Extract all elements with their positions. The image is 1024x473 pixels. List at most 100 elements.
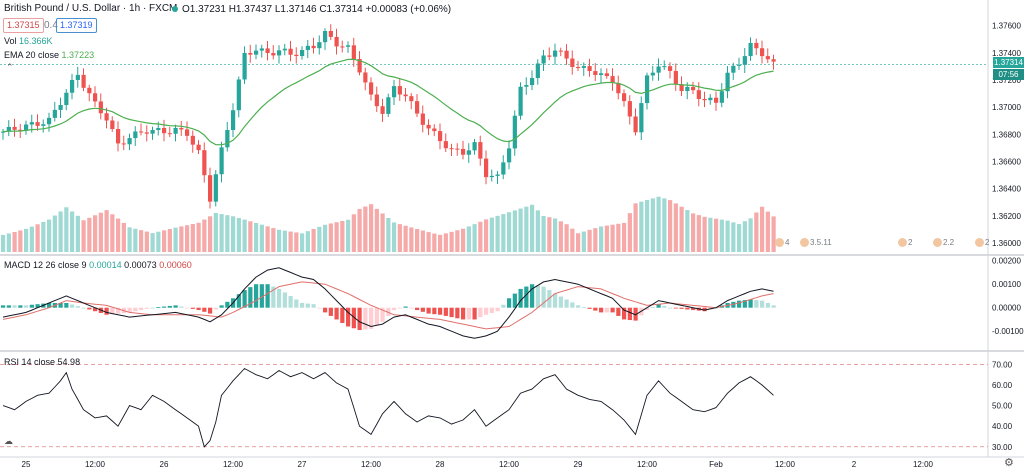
macd-histogram-bar bbox=[351, 307, 356, 329]
volume-bar bbox=[748, 218, 753, 252]
volume-bar bbox=[691, 213, 696, 252]
candle-body bbox=[351, 45, 356, 59]
ema-line bbox=[2, 58, 774, 146]
macd-histogram-bar bbox=[29, 304, 34, 308]
cloud-icon[interactable]: ☁ bbox=[4, 436, 13, 446]
candle-body bbox=[685, 86, 690, 92]
macd-histogram-bar bbox=[190, 307, 195, 309]
event-marker[interactable]: 2 bbox=[898, 238, 912, 248]
macd-histogram-bar bbox=[622, 307, 627, 320]
macd-histogram-bar bbox=[426, 307, 431, 314]
candle-body bbox=[530, 78, 535, 86]
candle-body bbox=[185, 129, 190, 136]
macd-histogram-bar bbox=[754, 300, 759, 308]
volume-bar bbox=[443, 233, 448, 252]
volume-bar bbox=[121, 222, 126, 252]
volume-bar bbox=[369, 204, 374, 252]
ask-price[interactable]: 1.37319 bbox=[56, 18, 97, 33]
volume-bar bbox=[576, 233, 581, 252]
candle-body bbox=[156, 127, 161, 130]
symbol-title[interactable]: British Pound / U.S. Dollar · 1h · FXCM bbox=[4, 3, 178, 14]
macd-histogram-bar bbox=[599, 307, 604, 313]
candle-body bbox=[248, 52, 253, 55]
macd-histogram-bar bbox=[259, 284, 264, 308]
candle-body bbox=[725, 72, 730, 92]
volume-bar bbox=[282, 230, 287, 252]
candle-body bbox=[282, 48, 287, 51]
macd-histogram-bar bbox=[196, 307, 201, 311]
volume-bar bbox=[18, 230, 23, 252]
macd-label[interactable]: MACD 12 26 close 9 bbox=[4, 260, 87, 270]
volume-bar bbox=[518, 208, 523, 252]
bid-price[interactable]: 1.37315 bbox=[3, 18, 44, 33]
volume-bar bbox=[392, 222, 397, 252]
volume-bar bbox=[185, 225, 190, 252]
volume-label[interactable]: Vol bbox=[4, 36, 17, 46]
macd-histogram-bar bbox=[357, 307, 362, 331]
rsi-label[interactable]: RSI 14 close bbox=[4, 357, 56, 367]
macd-histogram-bar bbox=[64, 303, 69, 308]
volume-bar bbox=[162, 230, 167, 252]
collapse-indicators-icon[interactable]: ⌃ bbox=[6, 62, 14, 72]
volume-bar bbox=[334, 222, 339, 252]
macd-histogram-bar bbox=[581, 307, 586, 308]
candle-body bbox=[127, 138, 132, 145]
candle-body bbox=[547, 55, 552, 57]
ema-label[interactable]: EMA 20 close bbox=[4, 50, 60, 60]
macd-signal-value: 0.00060 bbox=[159, 260, 192, 270]
candle-body bbox=[98, 101, 103, 114]
macd-histogram-bar bbox=[553, 293, 558, 308]
event-marker[interactable]: 2 bbox=[975, 238, 989, 248]
price-axis-label: 1.36800 bbox=[992, 130, 1021, 139]
volume-bar bbox=[731, 222, 736, 252]
time-axis-label: 29 bbox=[574, 460, 583, 469]
macd-histogram-bar bbox=[478, 307, 483, 318]
macd-histogram-bar bbox=[489, 307, 494, 313]
macd-histogram-bar bbox=[334, 307, 339, 320]
volume-bar bbox=[478, 221, 483, 252]
volume-bar bbox=[242, 219, 247, 252]
candle-body bbox=[737, 64, 742, 66]
event-marker[interactable]: 3.5.11 bbox=[800, 238, 832, 248]
candle-body bbox=[386, 97, 391, 114]
volume-bar bbox=[507, 212, 512, 252]
macd-axis-label: -0.00100 bbox=[992, 327, 1024, 336]
macd-histogram-bar bbox=[731, 301, 736, 308]
settings-gear-icon[interactable]: ⚙ bbox=[1004, 457, 1014, 469]
macd-histogram-bar bbox=[616, 307, 621, 316]
volume-bar bbox=[219, 214, 224, 252]
macd-histogram-bar bbox=[340, 307, 345, 323]
candle-body bbox=[650, 72, 655, 76]
price-axis-label: 1.37000 bbox=[992, 103, 1021, 112]
volume-bar bbox=[144, 231, 149, 252]
candle-body bbox=[47, 117, 52, 125]
candle-body bbox=[380, 106, 385, 114]
event-marker[interactable]: 2.2 bbox=[933, 238, 954, 248]
macd-histogram-bar bbox=[673, 307, 678, 309]
candle-body bbox=[357, 58, 362, 73]
macd-histogram-bar bbox=[173, 305, 178, 308]
macd-histogram-bar bbox=[93, 307, 98, 312]
candle-body bbox=[12, 126, 17, 130]
macd-histogram-bar bbox=[213, 307, 218, 310]
volume-bar bbox=[426, 232, 431, 252]
macd-histogram-bar bbox=[524, 286, 529, 308]
volume-bar bbox=[593, 228, 598, 252]
volume-bar bbox=[650, 198, 655, 252]
macd-histogram-bar bbox=[685, 307, 690, 310]
macd-histogram-bar bbox=[265, 284, 270, 308]
candle-body bbox=[449, 148, 454, 150]
candle-body bbox=[489, 175, 494, 178]
candle-body bbox=[507, 148, 512, 163]
volume-bar bbox=[685, 210, 690, 252]
time-axis-label: 12:00 bbox=[223, 460, 244, 469]
candle-body bbox=[323, 30, 328, 43]
volume-bar bbox=[127, 227, 132, 252]
volume-bar bbox=[702, 216, 707, 252]
event-marker[interactable]: 4 bbox=[775, 238, 789, 248]
candle-body bbox=[29, 122, 34, 125]
macd-histogram-bar bbox=[300, 303, 305, 308]
volume-value: 16.366K bbox=[19, 36, 53, 46]
volume-bar bbox=[449, 231, 454, 252]
